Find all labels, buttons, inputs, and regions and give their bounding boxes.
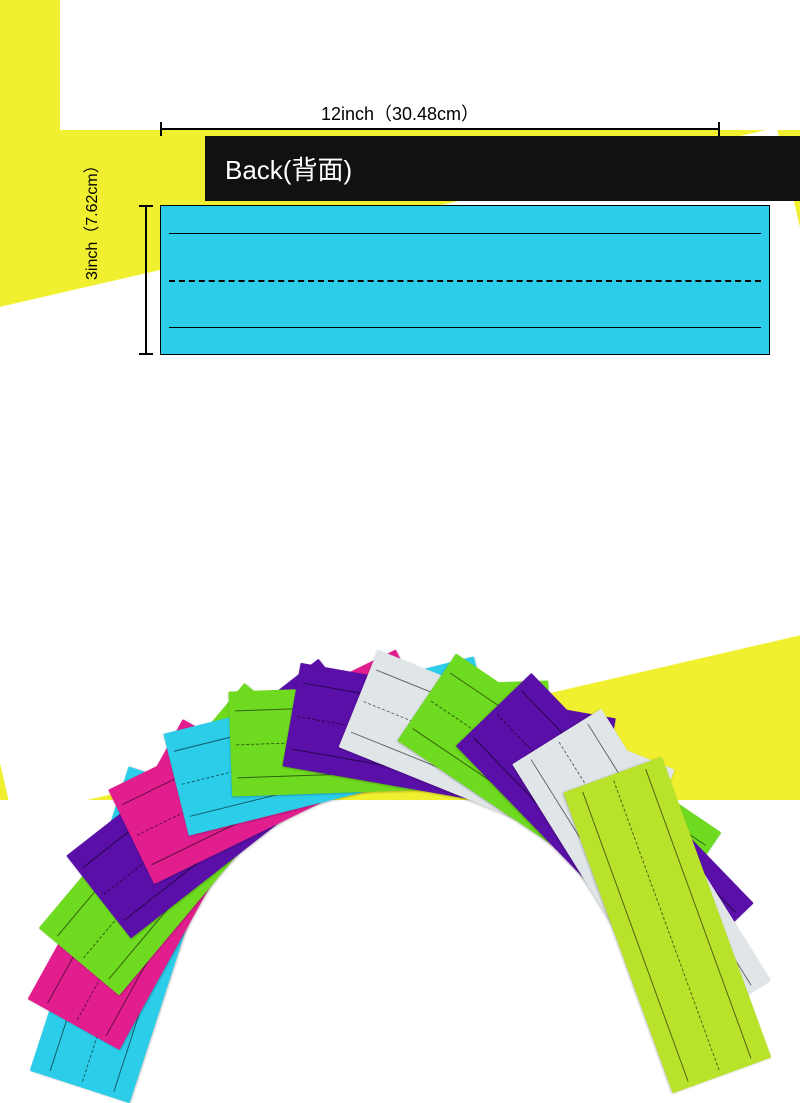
rule-line xyxy=(169,233,761,234)
width-label: 12inch（30.48cm） xyxy=(321,100,479,126)
width-dimension-line xyxy=(160,128,720,130)
back-label: Back(背面) xyxy=(225,155,352,185)
rule-line xyxy=(169,327,761,328)
back-strip: Back(背面) xyxy=(205,136,800,201)
card-rule xyxy=(582,792,688,1082)
card-fan xyxy=(90,430,710,790)
dimension-diagram: 12inch（30.48cm） Back(背面) 3inch（7.62cm） xyxy=(50,50,750,360)
rule-line-dashed xyxy=(169,280,761,282)
fan-card xyxy=(563,757,771,1094)
height-dimension-line xyxy=(145,205,147,355)
height-label: 3inch（7.62cm） xyxy=(78,157,102,280)
front-strip xyxy=(160,205,770,355)
